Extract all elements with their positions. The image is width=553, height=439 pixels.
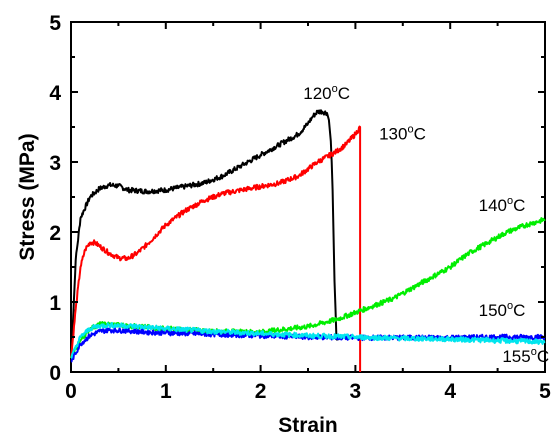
- plot-frame: [70, 21, 546, 373]
- series-line-4: [70, 327, 546, 363]
- series-line-2: [70, 125, 362, 372]
- x-axis-title: Strain: [278, 414, 338, 437]
- series-line-5: [70, 321, 546, 359]
- series-line-1: [70, 109, 339, 362]
- x-tick-label: 4: [444, 380, 456, 403]
- y-tick-label: 4: [49, 82, 61, 105]
- y-tick-label: 3: [49, 152, 61, 175]
- x-tick-label: 3: [350, 380, 362, 403]
- series-annotation: 120oC: [303, 83, 350, 103]
- series-annotation: 130oC: [379, 124, 426, 144]
- series-annotation: 155oC: [502, 346, 549, 366]
- y-tick-label: 1: [49, 292, 61, 315]
- annotation-layer: 120oC 130oC 140oC 150oC 155oC: [303, 83, 549, 366]
- x-tick-label: 0: [65, 380, 77, 403]
- y-axis-title: Stress (MPa): [16, 133, 39, 260]
- y-tick-label: 2: [49, 222, 61, 245]
- y-tick-label: 0: [49, 362, 61, 385]
- series-annotation: 150oC: [479, 300, 526, 320]
- x-tick-label: 2: [255, 380, 267, 403]
- x-tick-label: 1: [160, 380, 172, 403]
- y-tick-label: 5: [49, 12, 61, 35]
- x-tick-label: 5: [539, 380, 551, 403]
- series-layer: [70, 109, 546, 372]
- series-annotation: 140oC: [479, 195, 526, 215]
- tick-layer: 0 1 2 3 4 5 0 1 2 3 4 5: [49, 12, 551, 403]
